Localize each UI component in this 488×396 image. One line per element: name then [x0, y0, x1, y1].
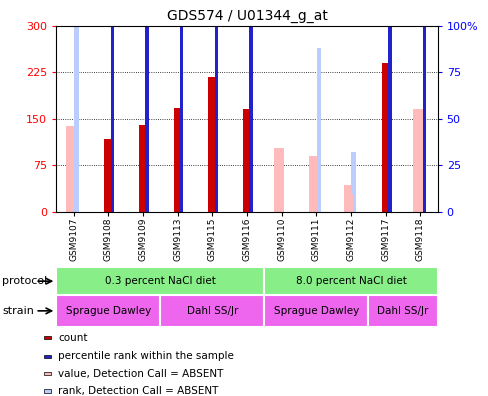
- Bar: [243, 109, 250, 212]
- Bar: [44, 336, 51, 339]
- Text: protocol: protocol: [2, 276, 48, 286]
- Bar: [367, 295, 437, 327]
- Title: GDS574 / U01344_g_at: GDS574 / U01344_g_at: [166, 10, 326, 23]
- Bar: [412, 109, 422, 212]
- Text: 8.0 percent NaCl diet: 8.0 percent NaCl diet: [295, 276, 406, 286]
- Bar: [56, 295, 160, 327]
- Bar: [308, 156, 318, 212]
- Bar: [44, 389, 51, 392]
- Text: value, Detection Call = ABSENT: value, Detection Call = ABSENT: [59, 369, 224, 379]
- Bar: [208, 76, 216, 212]
- Bar: [44, 355, 51, 358]
- Text: strain: strain: [2, 306, 34, 316]
- Bar: [422, 0, 426, 212]
- Text: count: count: [59, 333, 88, 343]
- Bar: [160, 295, 264, 327]
- Bar: [110, 0, 114, 212]
- Bar: [264, 267, 437, 295]
- Bar: [104, 139, 112, 212]
- Bar: [173, 108, 181, 212]
- Bar: [264, 295, 367, 327]
- Bar: [214, 0, 218, 212]
- Text: percentile rank within the sample: percentile rank within the sample: [59, 351, 234, 361]
- Text: Dahl SS/Jr: Dahl SS/Jr: [377, 306, 428, 316]
- Text: rank, Detection Call = ABSENT: rank, Detection Call = ABSENT: [59, 386, 219, 396]
- Bar: [145, 0, 148, 212]
- Text: Dahl SS/Jr: Dahl SS/Jr: [186, 306, 238, 316]
- Bar: [66, 126, 76, 212]
- Bar: [316, 48, 321, 212]
- Bar: [350, 152, 355, 212]
- Bar: [249, 0, 252, 212]
- Bar: [56, 267, 264, 295]
- Bar: [274, 148, 284, 212]
- Bar: [74, 0, 79, 212]
- Bar: [343, 185, 353, 212]
- Bar: [343, 194, 353, 212]
- Bar: [387, 0, 391, 212]
- Text: Sprague Dawley: Sprague Dawley: [65, 306, 151, 316]
- Bar: [180, 0, 183, 212]
- Text: 0.3 percent NaCl diet: 0.3 percent NaCl diet: [104, 276, 215, 286]
- Bar: [139, 125, 146, 212]
- Text: Sprague Dawley: Sprague Dawley: [273, 306, 358, 316]
- Bar: [381, 63, 388, 212]
- Bar: [44, 372, 51, 375]
